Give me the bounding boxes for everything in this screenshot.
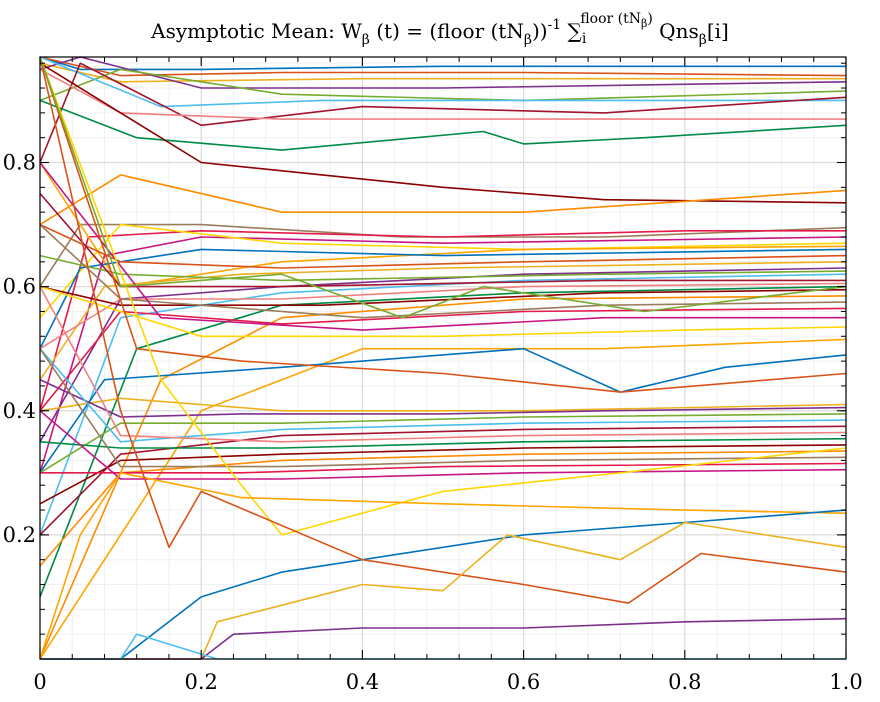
series-line-6 [39, 56, 846, 108]
series-line-42 [39, 444, 847, 505]
series-line-12 [39, 223, 847, 288]
series-line-44 [39, 348, 847, 468]
chart-title: Asymptotic Mean: Wβ (t) = (floor (tNβ))-… [150, 11, 729, 48]
series-line-3 [39, 62, 846, 83]
series-line-14 [39, 236, 847, 474]
series-line-10 [39, 62, 847, 204]
series-line-33 [39, 347, 847, 474]
series-line-28 [39, 224, 847, 319]
y-tick-label: 0.2 [3, 523, 36, 547]
series-line-53 [39, 56, 847, 319]
series-line-37 [39, 413, 847, 474]
series-line-4 [39, 56, 847, 89]
series-line-11 [39, 174, 847, 226]
series-line-13 [39, 230, 846, 412]
series-line-51 [40, 521, 847, 660]
series-line-48 [39, 471, 847, 660]
series-line-26 [39, 285, 847, 307]
plot-frame [39, 56, 847, 660]
x-tick-label: 0.2 [184, 670, 217, 694]
series-line-35 [39, 397, 847, 412]
y-axis-tick-labels: 0.2 0.4 0.6 0.8 [3, 151, 36, 547]
series-line-21 [39, 254, 847, 282]
x-tick-label: 0.8 [668, 670, 701, 694]
x-tick-label: 1.0 [829, 670, 862, 694]
series-line-1 [39, 56, 846, 71]
series-line-19 [39, 261, 847, 381]
series-line-32 [39, 338, 847, 660]
series-line-38 [39, 348, 847, 443]
y-tick-label: 0.8 [3, 151, 36, 175]
series-line-45 [40, 462, 847, 474]
series-line-31 [39, 285, 847, 338]
series-line-18 [39, 223, 847, 269]
y-tick-label: 0.6 [3, 275, 36, 299]
x-axis-tick-labels: 0 0.2 0.4 0.6 0.8 1.0 [33, 670, 862, 694]
series-layer [39, 56, 847, 660]
series-line-22 [39, 273, 847, 536]
series-line-8 [39, 68, 846, 120]
series-line-9 [39, 99, 847, 151]
series-line-43 [39, 450, 847, 567]
series-line-30 [39, 162, 846, 331]
x-tick-label: 0.6 [507, 670, 540, 694]
series-line-39 [39, 425, 847, 536]
series-line-24 [39, 282, 847, 350]
x-tick-label: 0 [33, 670, 46, 694]
series-line-34 [39, 56, 847, 393]
series-line-16 [39, 162, 847, 288]
y-tick-label: 0.4 [3, 399, 36, 423]
series-line-40 [39, 286, 847, 443]
series-line-47 [39, 56, 847, 536]
series-line-29 [39, 307, 847, 412]
series-line-7 [39, 62, 847, 163]
series-line-23 [39, 192, 846, 288]
axis-ticks [39, 57, 847, 659]
x-tick-label: 0.4 [346, 670, 379, 694]
series-line-50 [39, 56, 847, 604]
series-line-41 [39, 437, 847, 449]
